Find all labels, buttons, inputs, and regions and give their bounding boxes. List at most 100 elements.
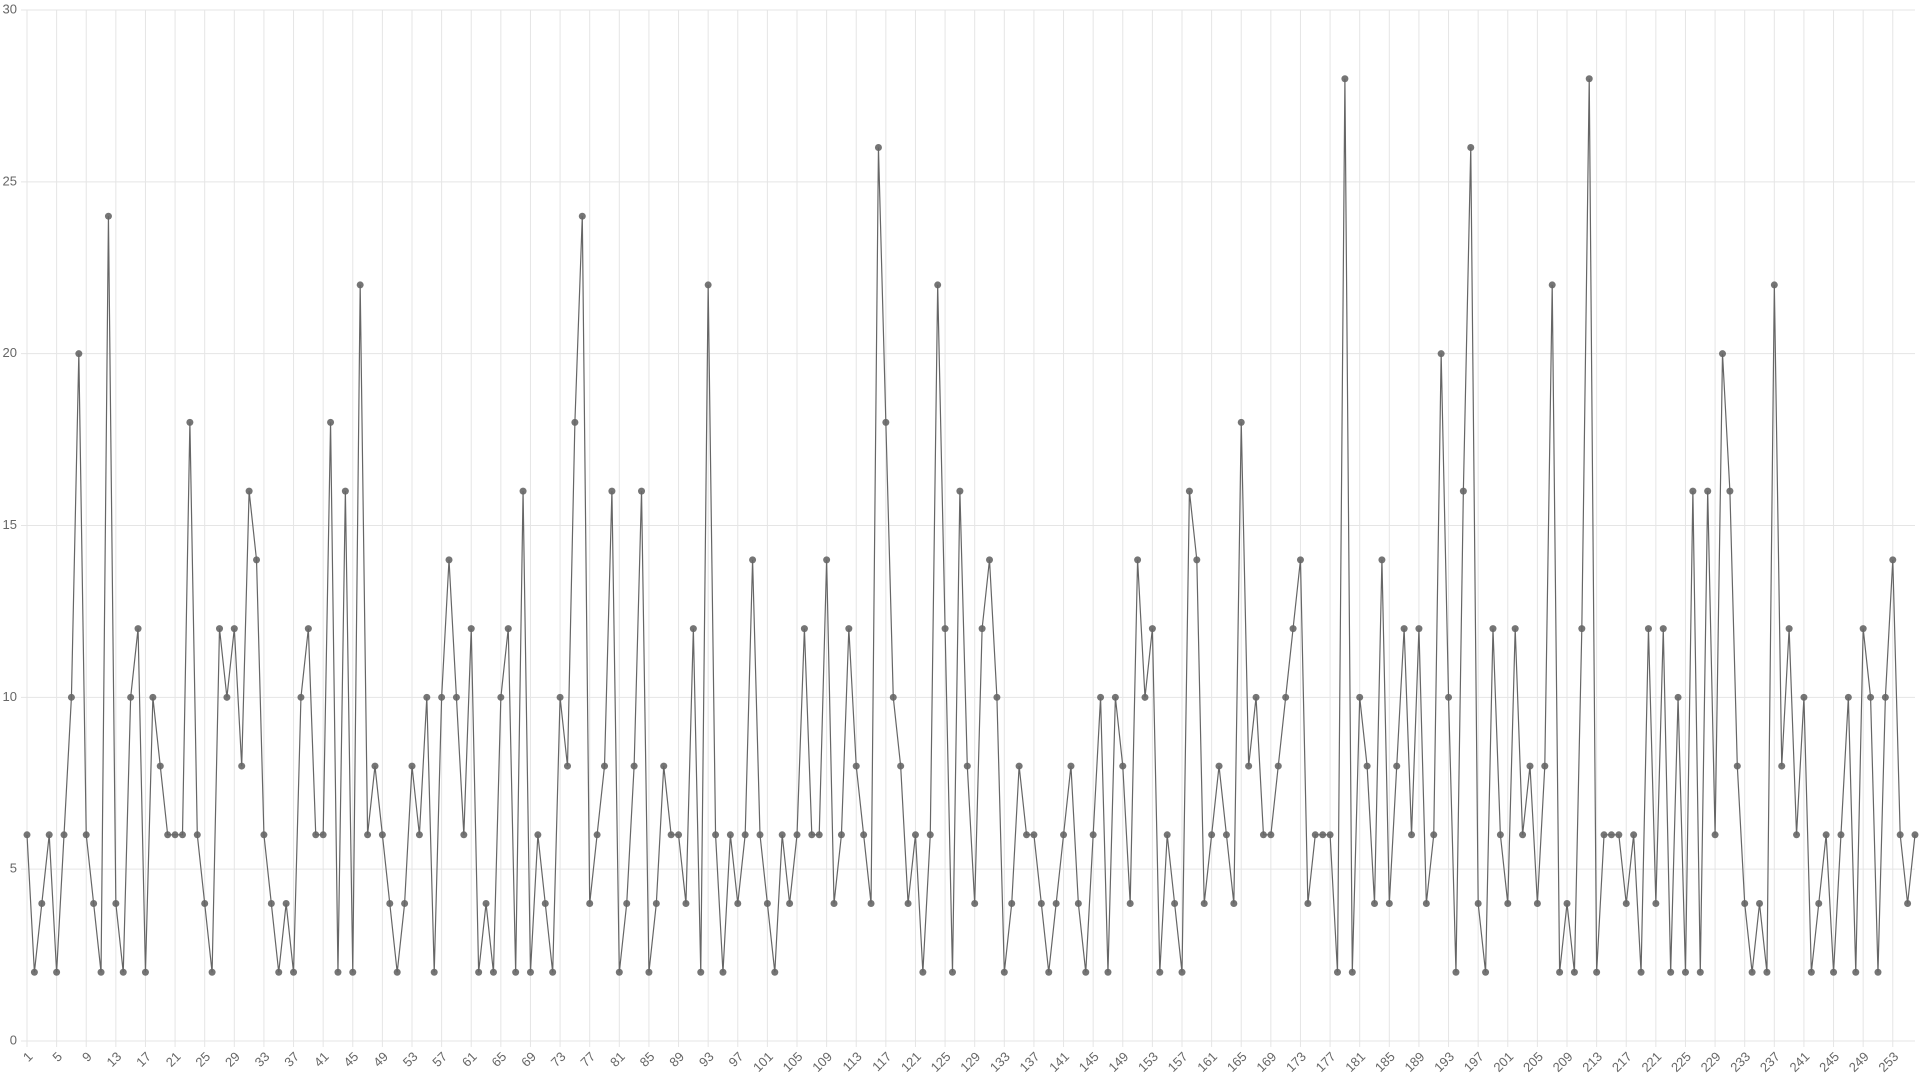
point (1311, 831, 1319, 839)
point (1267, 831, 1275, 839)
point (1200, 900, 1208, 908)
point (1385, 900, 1393, 908)
point (1074, 900, 1082, 908)
point (1030, 831, 1038, 839)
x-tick-label: 33 (252, 1049, 273, 1070)
point (1644, 625, 1652, 633)
point (541, 900, 549, 908)
point (216, 625, 224, 633)
point (482, 900, 490, 908)
point (904, 900, 912, 908)
point (208, 968, 216, 976)
point (1023, 831, 1031, 839)
point (297, 693, 305, 701)
x-tick-label: 125 (928, 1049, 954, 1075)
point (993, 693, 1001, 701)
point (1593, 968, 1601, 976)
point (749, 556, 757, 564)
x-tick-label: 193 (1431, 1049, 1457, 1075)
x-tick-label: 217 (1609, 1049, 1635, 1075)
x-tick-label: 57 (429, 1049, 450, 1070)
point (1807, 968, 1815, 976)
point (445, 556, 453, 564)
point (1637, 968, 1645, 976)
point (1060, 831, 1068, 839)
point (593, 831, 601, 839)
y-tick-label: 0 (10, 1032, 17, 1047)
x-tick-label: 25 (192, 1049, 213, 1070)
point (1570, 968, 1578, 976)
x-tick-label: 101 (750, 1049, 776, 1075)
line (26, 78, 1916, 973)
point (1459, 487, 1467, 495)
point (267, 900, 275, 908)
x-tick-label: 117 (869, 1049, 894, 1074)
point (45, 831, 53, 839)
point (963, 762, 971, 770)
point (1400, 625, 1408, 633)
point (1896, 831, 1904, 839)
point (193, 831, 201, 839)
point (1452, 968, 1460, 976)
point (438, 693, 446, 701)
point (201, 900, 209, 908)
point (1793, 831, 1801, 839)
point (1422, 900, 1430, 908)
point (112, 900, 120, 908)
y-tick-label: 30 (3, 1, 17, 16)
point (986, 556, 994, 564)
x-tick-label: 1 (20, 1049, 36, 1065)
point (882, 418, 890, 426)
point (1718, 350, 1726, 358)
point (1519, 831, 1527, 839)
point (1045, 968, 1053, 976)
point (30, 968, 38, 976)
x-tick-label: 185 (1372, 1049, 1398, 1075)
point (1563, 900, 1571, 908)
point (911, 831, 919, 839)
point (1526, 762, 1534, 770)
point (1504, 900, 1512, 908)
x-tick-label: 153 (1135, 1049, 1161, 1075)
point (1067, 762, 1075, 770)
point (67, 693, 75, 701)
point (1867, 693, 1875, 701)
point (1008, 900, 1016, 908)
point (1496, 831, 1504, 839)
point (119, 968, 127, 976)
point (1844, 693, 1852, 701)
point (467, 625, 475, 633)
x-tick-label: 141 (1046, 1049, 1072, 1075)
point (430, 968, 438, 976)
point (1333, 968, 1341, 976)
point (512, 968, 520, 976)
x-tick-label: 201 (1490, 1049, 1516, 1075)
y-tick-label: 10 (3, 689, 17, 704)
point (719, 968, 727, 976)
x-tick-label: 165 (1224, 1049, 1250, 1075)
point (741, 831, 749, 839)
point (1156, 968, 1164, 976)
point (1437, 350, 1445, 358)
point (623, 900, 631, 908)
point (290, 968, 298, 976)
x-tick-label: 21 (163, 1049, 184, 1070)
point (82, 831, 90, 839)
point (1378, 556, 1386, 564)
point (689, 625, 697, 633)
point (1341, 75, 1349, 83)
x-tick-label: 229 (1698, 1049, 1724, 1075)
x-tick-label: 121 (898, 1049, 924, 1075)
point (615, 968, 623, 976)
point (1881, 693, 1889, 701)
point (734, 900, 742, 908)
point (1348, 968, 1356, 976)
point (1556, 968, 1564, 976)
point (1304, 900, 1312, 908)
point (652, 900, 660, 908)
point (1393, 762, 1401, 770)
x-tick-label: 81 (607, 1049, 628, 1070)
point (489, 968, 497, 976)
